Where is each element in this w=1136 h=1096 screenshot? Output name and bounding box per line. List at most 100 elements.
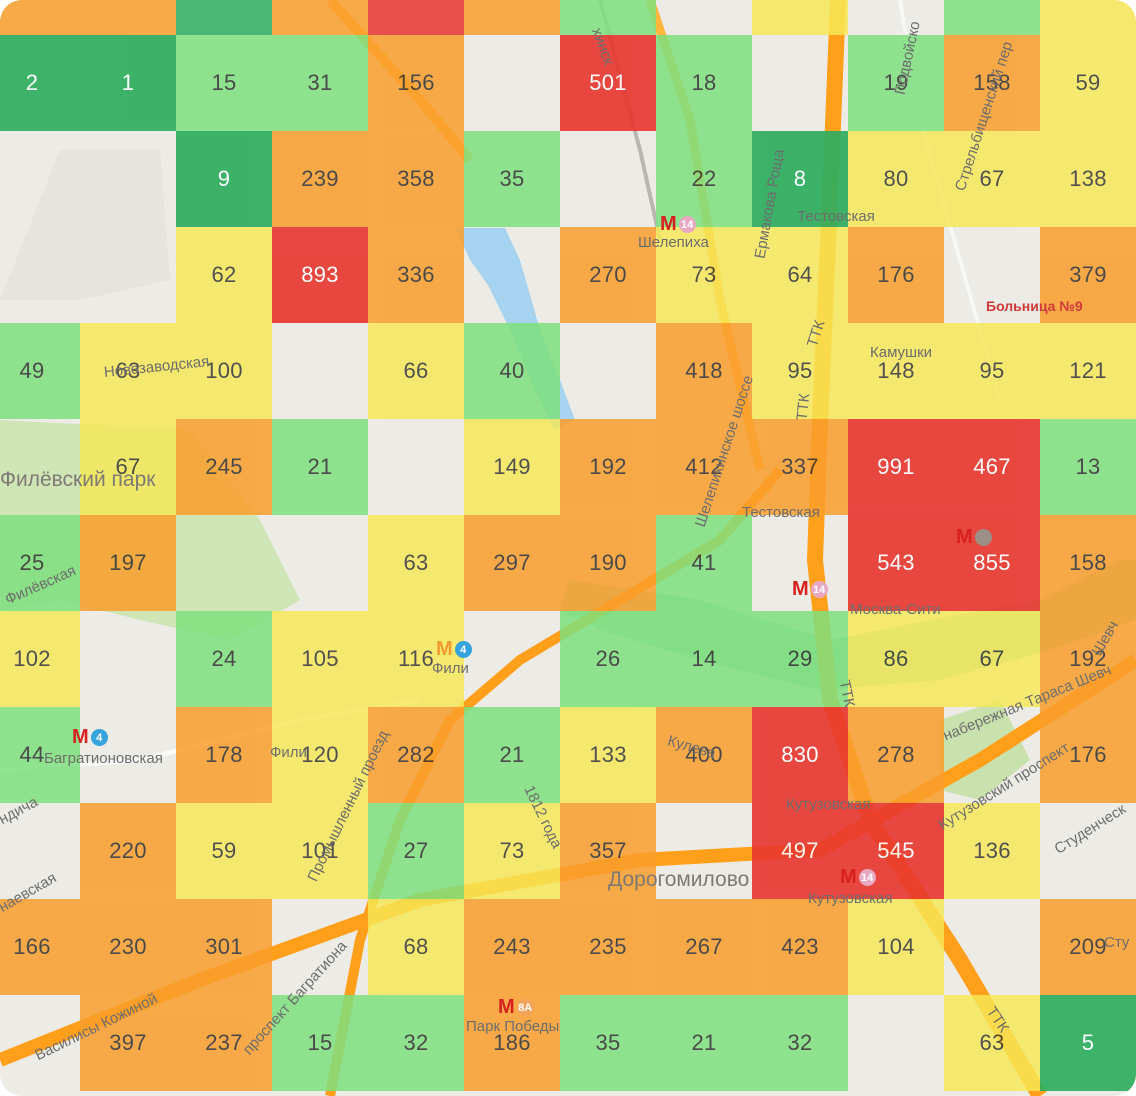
- heatmap-cell[interactable]: 243: [464, 899, 560, 995]
- heatmap-cell[interactable]: 297: [464, 515, 560, 611]
- heatmap-cell[interactable]: 158: [944, 35, 1040, 131]
- heatmap-cell[interactable]: 8: [752, 131, 848, 227]
- heatmap-cell[interactable]: 121: [1040, 323, 1136, 419]
- heatmap-cell[interactable]: 239: [272, 131, 368, 227]
- heatmap-cell[interactable]: 2: [0, 35, 80, 131]
- heatmap-cell[interactable]: 21: [656, 995, 752, 1091]
- heatmap-cell[interactable]: 1: [80, 35, 176, 131]
- heatmap-cell[interactable]: 15: [176, 35, 272, 131]
- heatmap-cell[interactable]: 192: [1040, 611, 1136, 707]
- heatmap-cell[interactable]: 95: [944, 323, 1040, 419]
- heatmap-cell[interactable]: 73: [656, 227, 752, 323]
- heatmap-cell[interactable]: 336: [368, 227, 464, 323]
- heatmap-cell[interactable]: 358: [368, 131, 464, 227]
- heatmap-cell[interactable]: 26: [560, 611, 656, 707]
- heatmap-cell[interactable]: 136: [944, 803, 1040, 899]
- heatmap-cell[interactable]: 63: [944, 995, 1040, 1091]
- heatmap-cell[interactable]: 64: [752, 227, 848, 323]
- heatmap-cell[interactable]: 19: [848, 35, 944, 131]
- heatmap-cell[interactable]: 86: [848, 611, 944, 707]
- heatmap-cell[interactable]: 176: [848, 227, 944, 323]
- heatmap-cell[interactable]: 73: [464, 803, 560, 899]
- heatmap-cell[interactable]: 237: [176, 995, 272, 1091]
- metro-park-pobedy[interactable]: M 8А: [498, 996, 534, 1019]
- heatmap-cell[interactable]: 156: [368, 35, 464, 131]
- heatmap-cell[interactable]: 282: [368, 707, 464, 803]
- heatmap-cell[interactable]: 14: [656, 611, 752, 707]
- metro-bagrationovskaya[interactable]: M 4: [72, 726, 108, 749]
- heatmap-cell[interactable]: 15: [272, 995, 368, 1091]
- heatmap-cell[interactable]: 105: [272, 611, 368, 707]
- heatmap-cell[interactable]: 278: [848, 707, 944, 803]
- heatmap-cell[interactable]: 44: [0, 707, 80, 803]
- heatmap-cell[interactable]: 100: [176, 323, 272, 419]
- heatmap-cell[interactable]: 41: [656, 515, 752, 611]
- heatmap-cell[interactable]: 21: [464, 707, 560, 803]
- heatmap-cell[interactable]: 66: [368, 323, 464, 419]
- metro-moscow-city[interactable]: M 14: [792, 578, 828, 601]
- heatmap-cell[interactable]: 186: [464, 995, 560, 1091]
- heatmap-cell[interactable]: 337: [752, 419, 848, 515]
- heatmap-cell[interactable]: 35: [464, 131, 560, 227]
- heatmap-cell[interactable]: 18: [656, 35, 752, 131]
- heatmap-cell[interactable]: 25: [0, 515, 80, 611]
- heatmap-cell[interactable]: 166: [0, 899, 80, 995]
- heatmap-cell[interactable]: 991: [848, 419, 944, 515]
- heatmap-cell[interactable]: 80: [848, 131, 944, 227]
- heatmap-cell[interactable]: 220: [80, 803, 176, 899]
- heatmap-cell[interactable]: 22: [656, 131, 752, 227]
- heatmap-cell[interactable]: 230: [80, 899, 176, 995]
- heatmap-cell[interactable]: 21: [272, 419, 368, 515]
- heatmap-cell[interactable]: 102: [0, 611, 80, 707]
- heatmap-cell[interactable]: 5: [1040, 995, 1136, 1091]
- heatmap-cell[interactable]: 59: [1040, 35, 1136, 131]
- heatmap-cell[interactable]: 412: [656, 419, 752, 515]
- heatmap-cell[interactable]: 379: [1040, 227, 1136, 323]
- heatmap-cell[interactable]: 190: [560, 515, 656, 611]
- heatmap-cell[interactable]: 158: [1040, 515, 1136, 611]
- heatmap-cell[interactable]: 104: [848, 899, 944, 995]
- heatmap-cell[interactable]: 397: [80, 995, 176, 1091]
- heatmap-cell[interactable]: 101: [272, 803, 368, 899]
- heatmap-cell[interactable]: 62: [176, 227, 272, 323]
- heatmap-cell[interactable]: 13: [1040, 419, 1136, 515]
- heatmap-cell[interactable]: 467: [944, 419, 1040, 515]
- heatmap-cell[interactable]: 893: [272, 227, 368, 323]
- heatmap-cell[interactable]: 120: [272, 707, 368, 803]
- heatmap-cell[interactable]: 192: [560, 419, 656, 515]
- heatmap-cell[interactable]: 32: [368, 995, 464, 1091]
- heatmap-cell[interactable]: 32: [752, 995, 848, 1091]
- heatmap-cell[interactable]: 68: [368, 899, 464, 995]
- metro-shelepikha[interactable]: M 14: [660, 213, 696, 236]
- heatmap-cell[interactable]: 197: [80, 515, 176, 611]
- metro-delovoy[interactable]: M: [956, 526, 992, 549]
- heatmap-cell[interactable]: 235: [560, 899, 656, 995]
- heatmap-cell[interactable]: 357: [560, 803, 656, 899]
- heatmap-cell[interactable]: 27: [368, 803, 464, 899]
- heatmap-cell[interactable]: 9: [176, 131, 272, 227]
- heatmap-cell[interactable]: 59: [176, 803, 272, 899]
- heatmap-cell[interactable]: 418: [656, 323, 752, 419]
- heatmap-cell[interactable]: 67: [944, 131, 1040, 227]
- heatmap-cell[interactable]: 543: [848, 515, 944, 611]
- heatmap-cell[interactable]: 400: [656, 707, 752, 803]
- heatmap-cell[interactable]: 67: [80, 419, 176, 515]
- metro-fili[interactable]: M 4: [436, 638, 472, 661]
- heatmap-cell[interactable]: 49: [0, 323, 80, 419]
- heatmap-cell[interactable]: 133: [560, 707, 656, 803]
- heatmap-cell[interactable]: 245: [176, 419, 272, 515]
- heatmap-cell[interactable]: 35: [560, 995, 656, 1091]
- heatmap-cell[interactable]: 501: [560, 35, 656, 131]
- heatmap-cell[interactable]: 267: [656, 899, 752, 995]
- heatmap-cell[interactable]: 301: [176, 899, 272, 995]
- heatmap-cell[interactable]: 176: [1040, 707, 1136, 803]
- heatmap-cell[interactable]: 116: [368, 611, 464, 707]
- heatmap-cell[interactable]: 423: [752, 899, 848, 995]
- heatmap-cell[interactable]: 24: [176, 611, 272, 707]
- heatmap-cell[interactable]: 31: [272, 35, 368, 131]
- heatmap-cell[interactable]: 855: [944, 515, 1040, 611]
- metro-kutuzovskaya[interactable]: M 14: [840, 866, 876, 889]
- heatmap-cell[interactable]: 63: [80, 323, 176, 419]
- heatmap-cell[interactable]: 149: [464, 419, 560, 515]
